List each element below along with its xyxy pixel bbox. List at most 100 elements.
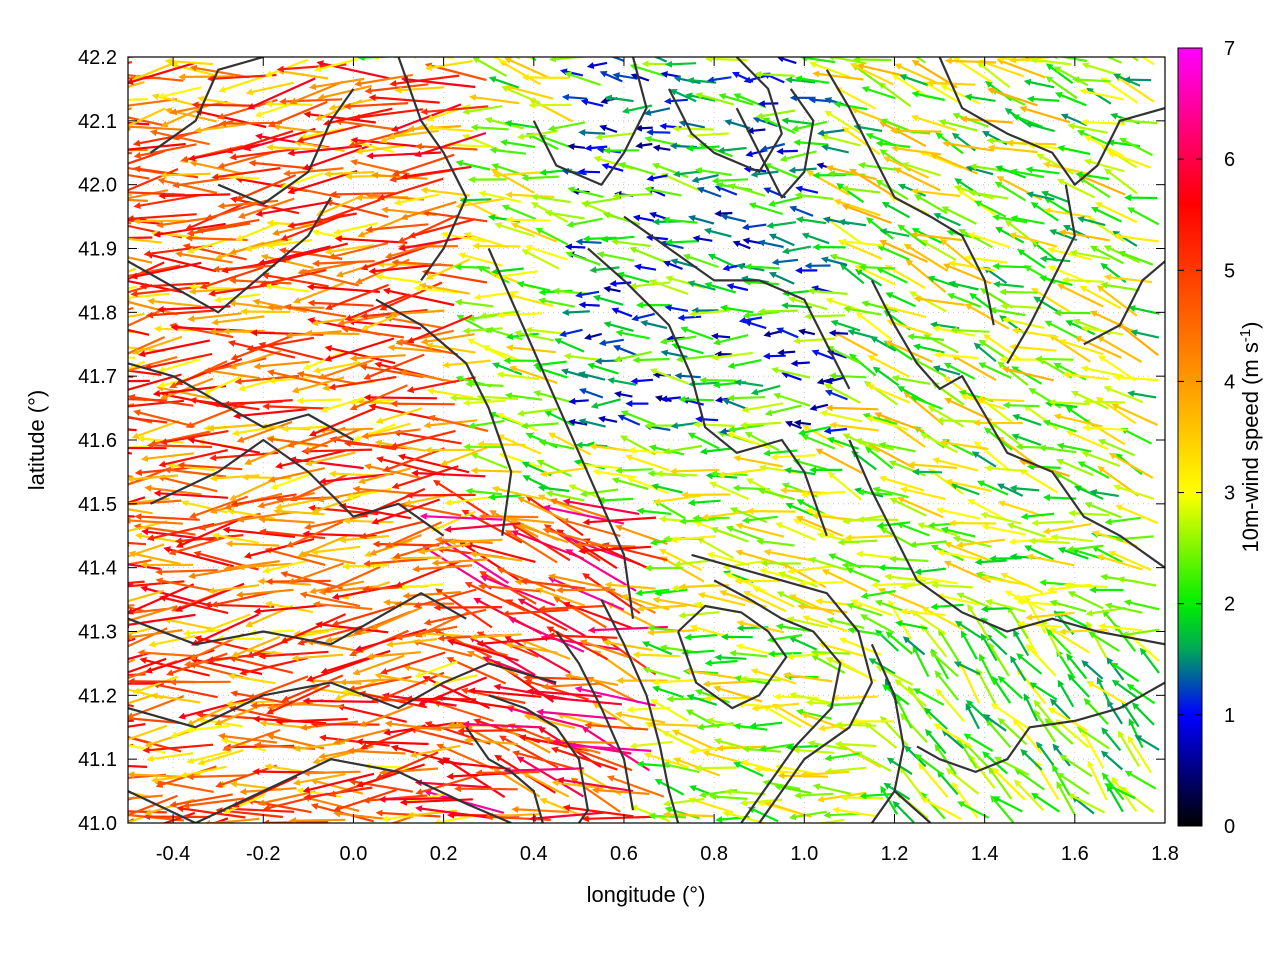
wind-vector — [521, 73, 570, 81]
wind-vector — [669, 142, 697, 150]
wind-vector — [1002, 401, 1040, 409]
wind-vector — [233, 44, 266, 54]
wind-vector — [710, 526, 749, 543]
wind-vector — [788, 636, 818, 651]
wind-vector — [910, 231, 963, 242]
x-axis-title: longitude (°) — [587, 882, 706, 907]
wind-vector — [195, 218, 260, 234]
wind-vector — [564, 672, 619, 687]
wind-vector — [890, 145, 942, 156]
wind-vector — [1049, 698, 1071, 720]
wind-vector — [709, 793, 748, 801]
wind-vector — [843, 305, 882, 316]
wind-vector — [467, 687, 542, 698]
wind-vector — [980, 512, 1022, 525]
wind-vector — [1118, 250, 1154, 266]
wind-vector — [1044, 718, 1074, 745]
wind-vector — [819, 410, 863, 423]
wind-vector — [993, 756, 1030, 776]
wind-vector — [146, 441, 213, 449]
wind-vector — [301, 447, 373, 455]
wind-vector — [744, 432, 780, 452]
wind-vector — [1113, 374, 1159, 382]
wind-vector — [223, 793, 266, 815]
wind-vector — [1086, 680, 1127, 706]
wind-vector — [547, 121, 586, 132]
wind-vector — [1131, 57, 1139, 62]
wind-vector — [176, 805, 246, 819]
wind-vector — [128, 84, 129, 88]
wind-vector — [807, 40, 845, 55]
wind-vector — [951, 781, 979, 819]
wind-vector — [867, 443, 915, 469]
wind-vector — [968, 754, 996, 789]
wind-vector — [463, 736, 518, 746]
wind-vector — [133, 523, 196, 536]
wind-vector — [956, 735, 978, 769]
wind-vector — [1111, 403, 1158, 427]
wind-vector — [1100, 750, 1124, 771]
wind-vector — [1020, 748, 1043, 771]
wind-vector — [1031, 792, 1060, 813]
wind-vector — [714, 653, 747, 661]
wind-vector — [870, 581, 915, 589]
wind-vector — [287, 562, 344, 585]
wind-vector — [652, 685, 684, 699]
wind-vector — [374, 672, 427, 685]
wind-vector — [442, 757, 506, 799]
wind-vector — [216, 98, 278, 120]
wind-vector — [564, 243, 586, 251]
wind-vector — [921, 606, 964, 631]
wind-vector — [303, 514, 365, 531]
wind-vector — [692, 235, 713, 243]
wind-vector — [323, 170, 375, 178]
wind-vector — [128, 794, 178, 817]
colorbar-tick-label: 0 — [1224, 816, 1235, 838]
wind-vector — [950, 326, 990, 334]
wind-vector — [979, 653, 996, 686]
wind-vector — [308, 407, 376, 437]
wind-vector — [209, 474, 260, 482]
wind-vector — [317, 426, 374, 434]
wind-vector — [428, 414, 489, 433]
wind-vector — [640, 319, 668, 330]
y-tick-label: 41.0 — [78, 813, 117, 835]
wind-vector — [626, 476, 669, 495]
wind-vector — [653, 494, 701, 505]
wind-vector — [897, 224, 927, 247]
wind-vector — [659, 122, 682, 130]
wind-vector — [375, 407, 423, 424]
wind-vector — [1013, 779, 1045, 812]
wind-vector — [853, 123, 883, 133]
wind-vector — [151, 681, 218, 699]
wind-vector — [655, 470, 698, 478]
wind-vector — [741, 223, 767, 231]
wind-vector — [1055, 719, 1090, 749]
wind-vector — [368, 94, 440, 104]
wind-vector — [198, 512, 261, 531]
wind-vector — [728, 649, 768, 658]
wind-vector — [649, 211, 670, 221]
wind-vector — [594, 132, 636, 141]
wind-vector — [660, 556, 705, 583]
wind-vector — [546, 694, 622, 706]
wind-vector — [409, 744, 461, 759]
wind-vector — [462, 399, 506, 407]
wind-vector — [187, 312, 242, 323]
wind-vector — [1029, 682, 1058, 701]
wind-vector — [589, 443, 638, 453]
wind-vector — [775, 522, 816, 541]
wind-vector — [299, 591, 361, 608]
wind-vector — [885, 631, 913, 655]
wind-vector — [266, 683, 331, 715]
wind-vector — [435, 694, 509, 709]
wind-vector — [1067, 793, 1105, 814]
wind-vector — [280, 613, 347, 644]
wind-vector — [491, 485, 541, 500]
wind-vector — [742, 237, 762, 245]
wind-vector — [584, 721, 649, 731]
wind-vector — [644, 423, 671, 432]
wind-vector — [128, 550, 181, 566]
wind-vector — [630, 377, 653, 385]
wind-vector — [610, 238, 651, 248]
